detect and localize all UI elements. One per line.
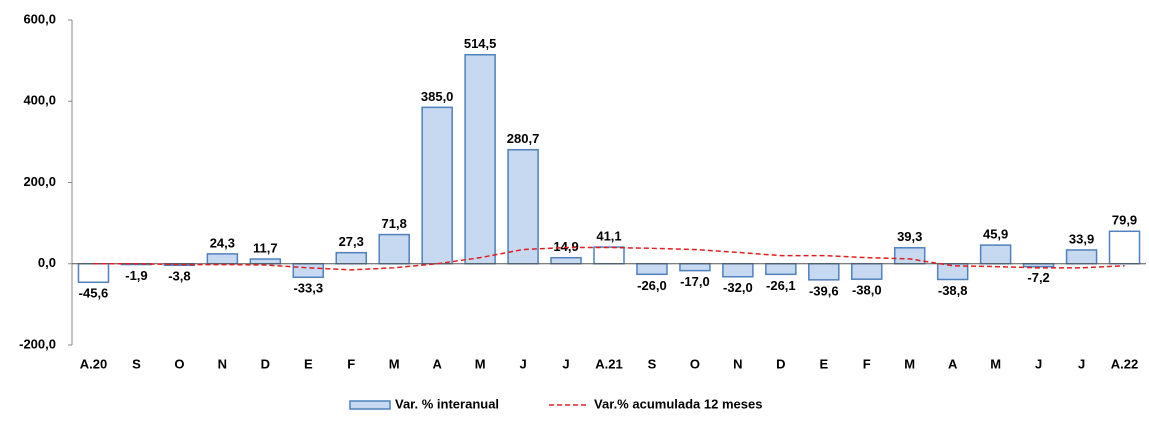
x-tick-label: J bbox=[1078, 356, 1085, 371]
legend-label: Var.% acumulada 12 meses bbox=[594, 396, 762, 411]
data-label: -3,8 bbox=[168, 269, 190, 284]
legend-label: Var. % interanual bbox=[395, 396, 499, 411]
data-label: -38,8 bbox=[938, 283, 968, 298]
bar bbox=[851, 263, 883, 280]
x-tick-label: O bbox=[690, 356, 700, 371]
x-tick-label: F bbox=[347, 356, 355, 371]
bar bbox=[679, 263, 711, 272]
data-label: -26,0 bbox=[637, 278, 667, 293]
data-label: 11,7 bbox=[253, 240, 278, 255]
bar bbox=[722, 263, 754, 278]
bar bbox=[636, 263, 668, 276]
bar bbox=[1065, 249, 1098, 265]
x-tick-label: A bbox=[432, 356, 442, 371]
bar bbox=[249, 258, 282, 265]
x-tick-label: N bbox=[733, 356, 742, 371]
bar bbox=[593, 246, 625, 265]
bar bbox=[77, 263, 110, 284]
data-label: 27,3 bbox=[339, 234, 364, 249]
x-tick-label: O bbox=[174, 356, 184, 371]
x-tick-label: M bbox=[389, 356, 400, 371]
x-tick-label: J bbox=[519, 356, 526, 371]
data-label: 79,9 bbox=[1112, 213, 1137, 228]
data-label: 33,9 bbox=[1069, 231, 1094, 246]
x-tick-label: A bbox=[948, 356, 958, 371]
bar bbox=[335, 251, 367, 265]
x-tick-label: S bbox=[648, 356, 657, 371]
bar bbox=[808, 263, 840, 281]
data-label: -32,0 bbox=[723, 280, 753, 295]
data-label: -26,1 bbox=[766, 278, 796, 293]
x-tick-label: E bbox=[304, 356, 313, 371]
y-tick-label: -200,0 bbox=[19, 336, 56, 351]
bar bbox=[507, 148, 539, 265]
x-tick-label: J bbox=[1035, 356, 1042, 371]
legend-swatch bbox=[349, 400, 391, 410]
data-label: 41,1 bbox=[596, 228, 621, 243]
data-label: -45,6 bbox=[79, 286, 109, 301]
bar bbox=[765, 263, 797, 276]
data-label: 385,0 bbox=[421, 89, 454, 104]
x-tick-label: D bbox=[776, 356, 785, 371]
bar bbox=[464, 53, 496, 265]
y-tick-label: 400,0 bbox=[23, 93, 56, 108]
bar bbox=[550, 256, 582, 265]
y-tick-label: 0,0 bbox=[38, 255, 56, 270]
data-label: -17,0 bbox=[680, 274, 710, 289]
bar bbox=[206, 253, 239, 265]
data-label: -39,6 bbox=[809, 283, 839, 298]
x-tick-label: F bbox=[863, 356, 871, 371]
bar bbox=[292, 263, 325, 279]
y-tick-label: 200,0 bbox=[23, 174, 56, 189]
x-tick-label: D bbox=[261, 356, 270, 371]
x-tick-label: A.20 bbox=[80, 356, 107, 371]
y-tick-label: 600,0 bbox=[23, 11, 56, 26]
x-tick-label: J bbox=[562, 356, 569, 371]
x-tick-label: N bbox=[218, 356, 227, 371]
x-tick-label: M bbox=[990, 356, 1001, 371]
bar bbox=[378, 233, 410, 265]
data-label: -7,2 bbox=[1027, 270, 1049, 285]
line bbox=[93, 246, 1125, 271]
data-label: -33,3 bbox=[293, 281, 323, 296]
data-label: 514,5 bbox=[464, 36, 497, 51]
bar bbox=[893, 247, 926, 265]
data-label: 14,9 bbox=[553, 239, 578, 254]
x-tick-label: E bbox=[819, 356, 828, 371]
data-label: 24,3 bbox=[210, 235, 235, 250]
bar bbox=[979, 244, 1012, 265]
data-label: 71,8 bbox=[382, 216, 407, 231]
data-label: 39,3 bbox=[897, 229, 922, 244]
x-tick-label: A.22 bbox=[1111, 356, 1138, 371]
bar bbox=[1108, 230, 1141, 265]
data-label: -1,9 bbox=[125, 268, 147, 283]
x-tick-label: M bbox=[475, 356, 486, 371]
bar bbox=[421, 106, 453, 265]
data-label: 45,9 bbox=[983, 227, 1008, 242]
x-tick-label: A.21 bbox=[595, 356, 622, 371]
data-label: -38,0 bbox=[852, 283, 882, 298]
x-tick-label: M bbox=[904, 356, 915, 371]
data-label: 280,7 bbox=[507, 131, 540, 146]
x-tick-label: S bbox=[132, 356, 141, 371]
